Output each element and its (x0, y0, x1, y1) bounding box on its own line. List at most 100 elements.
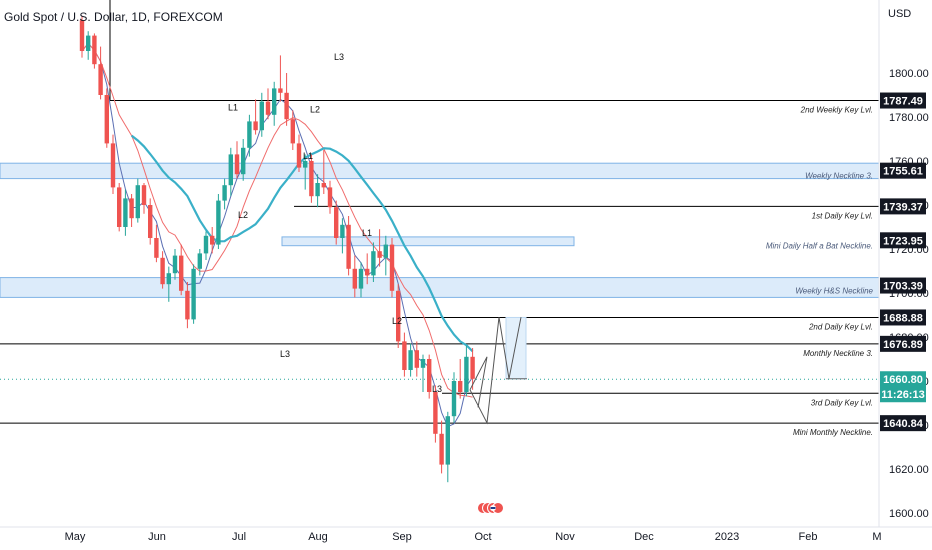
candle-body (179, 255, 184, 291)
swing-labels: L1 L2 L3 L1 L2 L3 L1 L2 L3 (228, 52, 442, 394)
swing-label: L2 (310, 105, 320, 115)
candle-body (389, 244, 395, 291)
price-tag-box (880, 415, 926, 432)
candle-body (141, 185, 147, 205)
price-tag-box (880, 198, 926, 215)
candle-body (234, 154, 240, 175)
currency-label: USD (888, 8, 912, 20)
candle-body (148, 205, 153, 238)
candle-body (334, 207, 339, 238)
zone-label: Weekly H&S Neckline (795, 287, 873, 296)
candle-body (117, 187, 122, 227)
time-tick-label: 2023 (715, 531, 739, 543)
price-axis-ticks: 1600.001620.001640.001660.001680.001700.… (889, 68, 929, 520)
candle-body (327, 187, 333, 208)
price-tick-label: 1600.00 (889, 508, 929, 520)
neckline-zones: Weekly Neckline 3. Mini Daily Half a Bat … (0, 162, 880, 298)
moving-averages (81, 42, 474, 428)
time-tick-label: Nov (555, 531, 575, 543)
current-price-tag (880, 371, 926, 403)
swing-label: L1 (228, 102, 238, 112)
candle-body (284, 92, 289, 120)
candle-body (414, 350, 419, 368)
candle-body (92, 35, 97, 65)
time-tick-label: Feb (799, 531, 818, 543)
price-tag-label: 1739.37 (883, 201, 923, 213)
price-tag-box (880, 162, 926, 179)
price-tag-box (880, 277, 926, 294)
price-tick-label: 1800.00 (889, 68, 929, 80)
key-level-label: 2nd Daily Key Lvl. (808, 322, 873, 331)
candle-body (445, 416, 450, 465)
candle-body (358, 268, 364, 289)
swing-label: L3 (280, 349, 290, 359)
candle-body (86, 35, 91, 51)
candle-body (315, 183, 320, 197)
projection-drawings (469, 316, 527, 425)
key-level-label: 2nd Weekly Key Lvl. (800, 106, 873, 115)
key-level-lines: 2nd Weekly Key Lvl. 1st Daily Key Lvl. 2nd… (0, 0, 879, 437)
candle-body (439, 433, 444, 465)
price-tick-label: 1780.00 (889, 112, 929, 124)
price-tag-label: 1787.49 (883, 96, 923, 108)
time-tick-label: Jul (232, 531, 246, 543)
candle-body (420, 359, 426, 368)
candle-body (98, 64, 103, 95)
candle-body (365, 268, 370, 276)
ma-fast-line (81, 42, 474, 428)
candle-body (309, 161, 314, 197)
candle-body (216, 200, 221, 245)
time-tick-label: Sep (392, 531, 412, 543)
current-price-label: 1660.80 (883, 374, 923, 386)
candle-body (383, 244, 388, 258)
candle-body (185, 290, 190, 320)
candle-body (247, 121, 252, 148)
candle-body (377, 251, 382, 258)
swing-label: L1 (362, 228, 372, 238)
candle-body (433, 392, 438, 434)
time-tick-label: May (65, 531, 86, 543)
candle-body (402, 341, 407, 370)
price-tag-box (880, 92, 926, 109)
candle-body (160, 257, 165, 285)
price-tag-box (880, 335, 926, 352)
ma-slow-line (130, 134, 474, 353)
swing-label: L3 (334, 52, 344, 62)
candle-body (210, 235, 215, 245)
projection-path-alt (469, 356, 488, 408)
candle-body (296, 143, 302, 168)
neckline-zone (0, 277, 880, 298)
swing-label: L2 (392, 316, 402, 326)
key-level-label: Monthly Neckline 3. (803, 349, 873, 358)
candle-body (172, 255, 178, 274)
price-tick-label: 1620.00 (889, 464, 929, 476)
candle-body (272, 88, 277, 115)
neckline-zone (0, 162, 880, 180)
bar-countdown-label: 11:26:13 (881, 389, 924, 401)
candle-body (191, 268, 196, 320)
candle-body (470, 356, 475, 379)
candle-body (259, 101, 264, 131)
candle-body (265, 101, 271, 115)
time-tick-label: M (872, 531, 881, 543)
swing-label: L3 (432, 384, 442, 394)
candle-body (427, 359, 432, 392)
candle-body (197, 253, 202, 269)
candle-body (203, 235, 209, 254)
price-tag-label: 1755.61 (883, 166, 923, 178)
price-tag-box (880, 309, 926, 326)
swing-label: L2 (238, 210, 248, 220)
swing-label: L1 (303, 151, 313, 161)
time-tick-label: Jun (148, 531, 166, 543)
candle-body (166, 273, 171, 285)
candle-body (321, 183, 326, 188)
candle-body (123, 198, 128, 227)
zone-label: Mini Daily Half a Bat Neckline. (766, 241, 873, 250)
candle-body (278, 88, 283, 93)
tradingview-logo-icon (477, 502, 504, 514)
candle-body (241, 147, 246, 175)
time-tick-label: Oct (474, 531, 491, 543)
projection-path (469, 317, 522, 425)
neckline-zone (281, 236, 575, 247)
